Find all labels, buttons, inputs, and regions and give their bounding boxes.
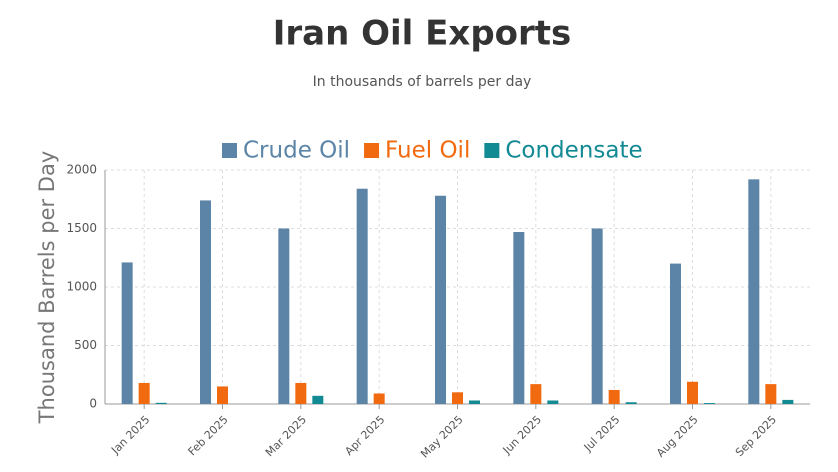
bar [765,384,777,404]
bar [121,262,133,404]
y-tick-label: 1500 [66,221,97,235]
legend-swatch [222,143,237,158]
bar [625,402,637,404]
bar [200,200,211,404]
legend-label: Crude Oil [243,138,350,164]
x-tick-label: Mar 2025 [263,413,309,459]
y-tick-label: 2000 [66,163,97,177]
y-tick-label: 1000 [66,280,97,294]
bar [435,195,446,404]
bar [530,384,542,404]
bar [138,382,150,404]
y-axis-label: Thousand Barrels per Day [35,151,59,425]
bar [782,399,794,404]
x-tick-label: Sep 2025 [733,413,779,459]
bar [469,400,480,404]
legend-label: Fuel Oil [385,138,470,164]
x-tick-label: May 2025 [418,413,466,461]
chart-subtitle: In thousands of barrels per day [313,74,532,90]
bar [547,400,559,404]
bar [312,395,324,404]
x-tick-label: Jan 2025 [108,413,152,457]
legend-swatch [484,143,500,158]
x-tick-label: Apr 2025 [342,413,387,458]
x-tick-label: Aug 2025 [654,413,701,460]
bar [155,402,167,404]
bar [704,403,715,404]
bar [356,188,368,404]
bar [217,386,228,404]
bar [608,389,620,404]
bar [373,393,385,404]
legend-swatch [364,143,380,158]
x-tick-label: Jun 2025 [500,413,544,457]
bar [452,392,463,404]
bar [278,228,290,404]
chart-title: Iran Oil Exports [273,14,572,54]
bar [513,232,525,404]
legend-label: Condensate [505,138,642,164]
bar [670,263,681,404]
bar [591,228,603,404]
bar [748,179,760,404]
bar [687,381,698,404]
y-tick-label: 500 [74,338,97,352]
x-tick-label: Feb 2025 [186,413,231,458]
bar [295,382,307,404]
x-tick-label: Jul 2025 [581,413,623,455]
y-tick-label: 0 [89,397,97,411]
